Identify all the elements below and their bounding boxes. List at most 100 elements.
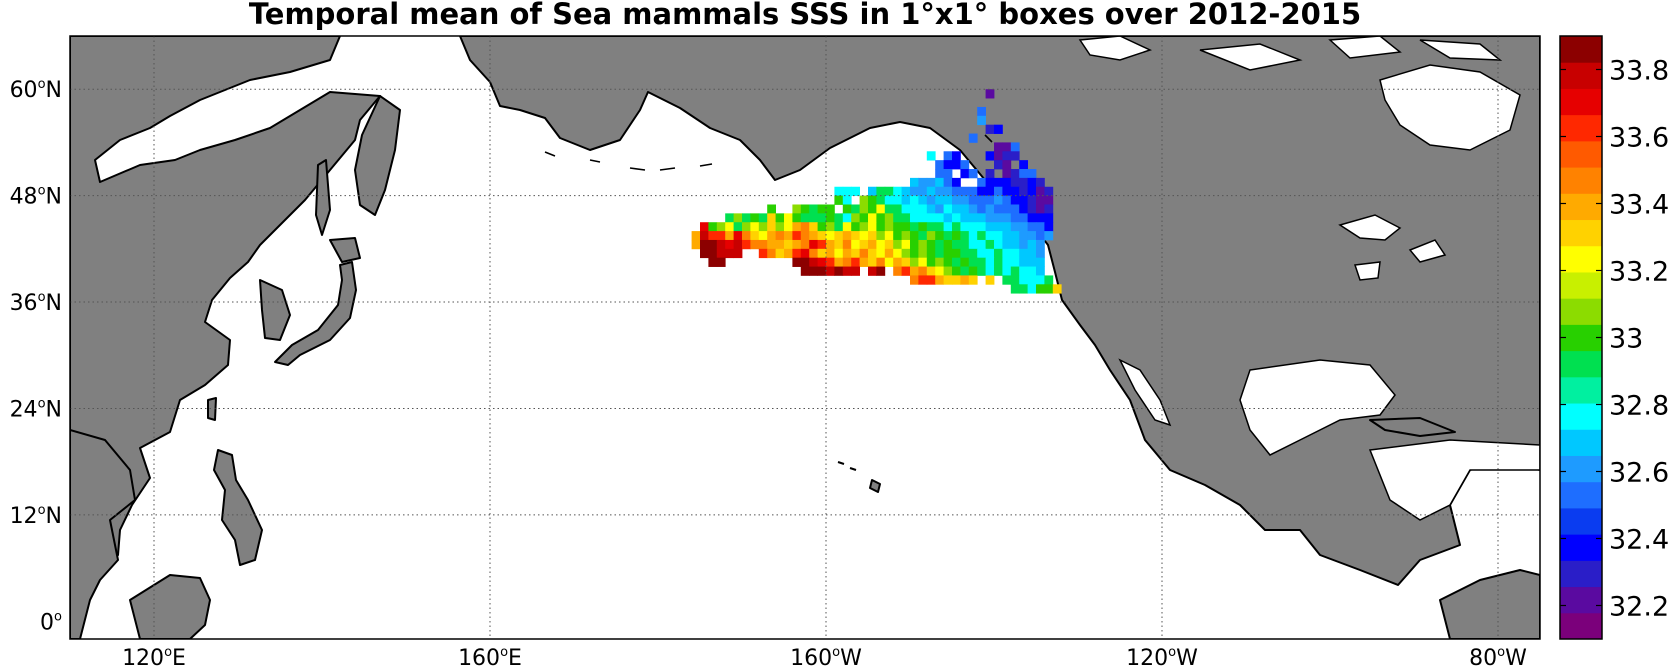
sss-cell	[1036, 275, 1045, 285]
sss-cell	[994, 257, 1003, 267]
sss-cell	[977, 257, 986, 267]
sss-cell	[985, 177, 995, 188]
sss-cell	[926, 275, 936, 285]
sss-cell	[1010, 142, 1020, 152]
sss-cell	[876, 213, 886, 223]
sss-cell	[775, 231, 785, 241]
colorbar-swatch	[1560, 245, 1602, 273]
sss-cell	[952, 195, 961, 205]
sss-cell	[1010, 231, 1020, 241]
sss-cell	[700, 239, 709, 250]
sss-cell	[1010, 275, 1020, 285]
sss-cell	[960, 213, 970, 223]
sss-cell	[1019, 257, 1028, 267]
sss-cell	[901, 257, 911, 267]
sss-cell	[968, 257, 978, 267]
sss-cell	[767, 213, 776, 223]
sss-cell	[817, 231, 827, 241]
land-japan	[274, 261, 357, 366]
sss-cell	[716, 239, 726, 250]
sss-cell	[868, 248, 877, 259]
longitude-tick-labels: 120oE 160oE 160oW 120oW 80oW	[122, 645, 1527, 670]
sss-cell	[985, 89, 995, 99]
sss-cell	[968, 275, 978, 285]
colorbar-swatch	[1560, 481, 1602, 509]
sss-cell	[926, 204, 936, 214]
sss-cell	[1002, 257, 1012, 267]
sss-cell	[943, 231, 953, 241]
sss-cell	[775, 213, 785, 223]
sss-cell	[767, 231, 776, 241]
colorbar-tick-label: 32.2	[1609, 592, 1669, 623]
sss-cell	[960, 160, 970, 170]
sss-cell	[968, 248, 978, 259]
sss-cell	[868, 239, 877, 250]
sss-cell	[977, 177, 986, 188]
sss-cell	[792, 204, 802, 214]
sss-cell	[1010, 222, 1020, 232]
sss-cell	[926, 266, 936, 276]
sss-cell	[926, 239, 936, 250]
sss-cell	[935, 266, 944, 276]
sss-cell	[851, 257, 860, 267]
sss-cell	[943, 177, 953, 188]
sss-cell	[893, 204, 902, 214]
sss-cell	[792, 222, 802, 232]
land-korea	[259, 279, 291, 341]
sss-cell	[901, 186, 911, 197]
colorbar-tick-label: 33.4	[1609, 190, 1669, 221]
colorbar-tick-label: 33.2	[1609, 257, 1669, 288]
sss-cell	[1036, 213, 1045, 223]
sss-cell	[943, 213, 953, 223]
sss-cell	[994, 231, 1003, 241]
sss-cell	[952, 231, 961, 241]
sss-cell	[1027, 275, 1037, 285]
sss-cell	[868, 222, 877, 232]
sss-cell	[859, 248, 869, 259]
colorbar-swatch	[1560, 376, 1602, 404]
sss-cell	[792, 257, 802, 267]
sss-cell	[918, 204, 928, 214]
sss-cell	[1002, 195, 1012, 205]
hudson-bay	[1379, 64, 1521, 151]
sss-cell	[893, 257, 902, 267]
sss-cell	[960, 257, 970, 267]
sss-cell	[968, 231, 978, 241]
sss-cell	[775, 222, 785, 232]
sss-cell	[977, 231, 986, 241]
sss-cell	[792, 213, 802, 223]
sss-cell	[784, 239, 793, 250]
sss-cell	[943, 160, 953, 170]
sss-cell	[1036, 204, 1045, 214]
sss-cell	[834, 186, 844, 197]
sss-cell	[758, 239, 768, 250]
sss-cell	[1019, 169, 1028, 179]
sss-cell	[943, 204, 953, 214]
sss-cell	[868, 231, 877, 241]
sss-cell	[1027, 213, 1037, 223]
sss-cell	[918, 248, 928, 259]
sss-cell	[700, 248, 709, 259]
sss-cell	[977, 266, 986, 276]
sss-cell	[994, 124, 1003, 134]
sss-cell	[935, 231, 944, 241]
sss-cell	[935, 222, 944, 232]
sss-cell	[985, 231, 995, 241]
sss-cell	[1019, 177, 1028, 188]
sss-cell	[826, 248, 835, 259]
sss-cell	[893, 266, 902, 276]
sss-cell	[876, 195, 886, 205]
sss-cell	[851, 204, 860, 214]
sss-cell	[809, 204, 818, 214]
sss-cell	[994, 186, 1003, 197]
sss-cell	[960, 275, 970, 285]
sss-cell	[1019, 222, 1028, 232]
sss-cell	[809, 222, 818, 232]
sss-cell	[994, 151, 1003, 161]
land-borneo	[129, 574, 211, 639]
sss-cell	[910, 204, 919, 214]
sss-cell	[985, 248, 995, 259]
sss-cell	[834, 239, 844, 250]
sss-cell	[800, 248, 810, 259]
map-gridlines	[70, 36, 1540, 639]
